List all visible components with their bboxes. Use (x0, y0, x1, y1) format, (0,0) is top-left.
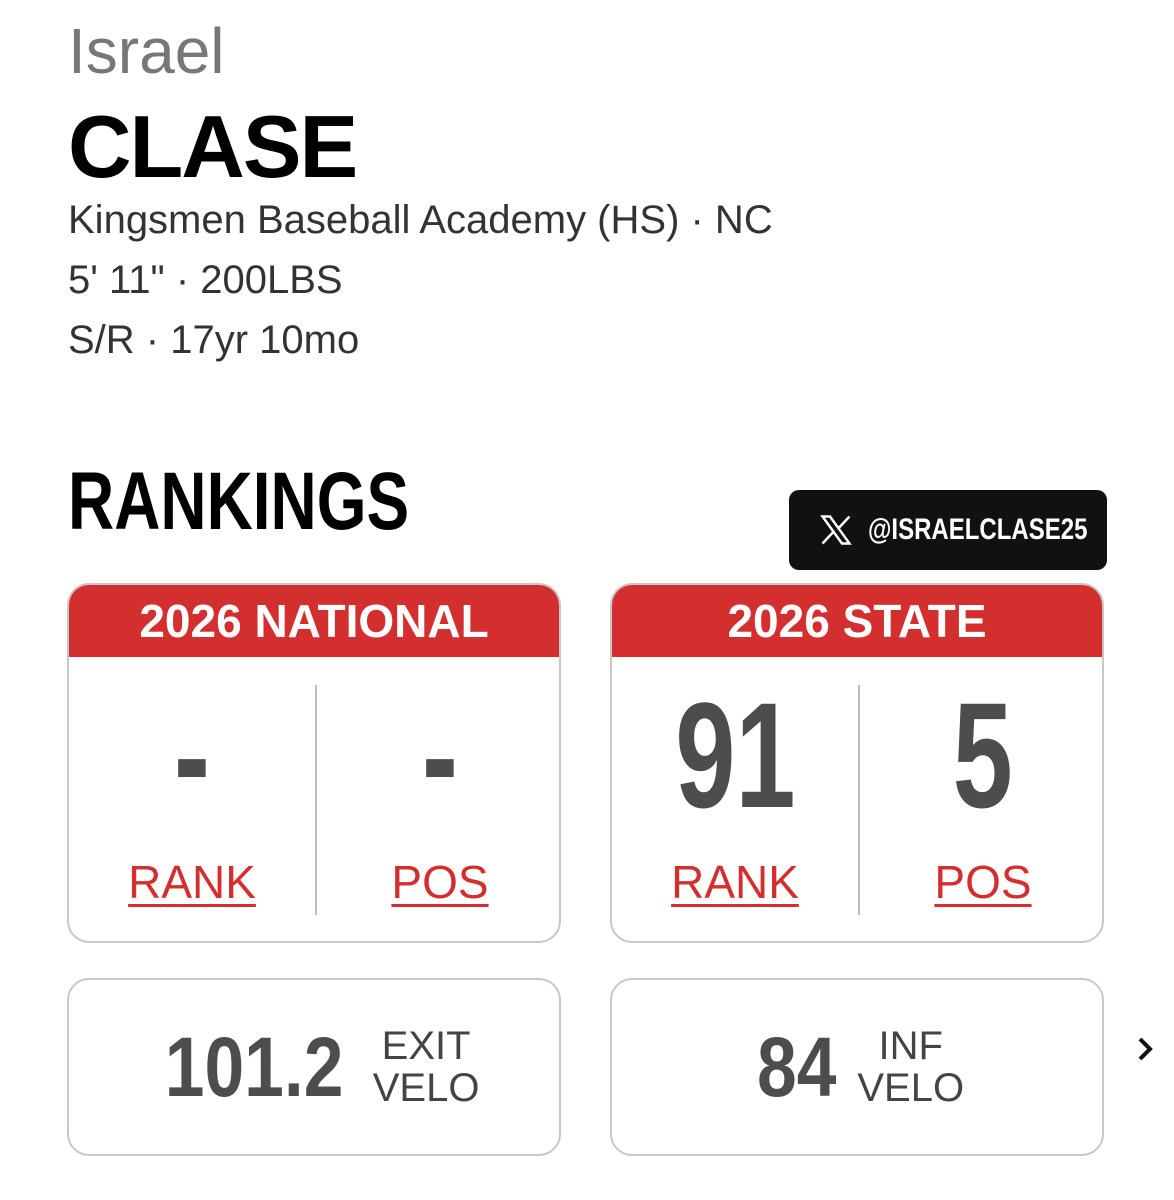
last-name: CLASE (68, 97, 358, 196)
school: Kingsmen Baseball Academy (HS) · NC (68, 198, 773, 242)
rank-card: 2026 NATIONAL - - RANK POS (67, 583, 561, 943)
rank-card: 2026 STATE 91 5 RANK POS (610, 583, 1104, 943)
stat-label: INF VELO (857, 1025, 964, 1109)
pos-value: 5 (860, 671, 1102, 839)
rank-value: 91 (612, 680, 858, 830)
stat-card: 84 INF VELO (610, 978, 1104, 1156)
next-arrow[interactable] (1132, 1034, 1158, 1064)
pos-link[interactable]: POS (391, 856, 489, 908)
details: S/R · 17yr 10mo (68, 318, 360, 362)
first-name: Israel (68, 15, 225, 87)
rank-link[interactable]: RANK (671, 856, 799, 908)
pos-value: - (317, 671, 559, 839)
rank-value-text: 91 (674, 671, 796, 839)
divider (858, 685, 860, 915)
rankings-title-text: RANKINGS (68, 456, 410, 547)
stat-value: 84 (756, 1019, 837, 1114)
stat-label-line: VELO (857, 1066, 965, 1110)
stat-label: EXIT VELO (373, 1025, 480, 1109)
size: 5' 11" · 200LBS (68, 258, 343, 302)
pos-value-text: - (422, 671, 458, 839)
card-title: 2026 NATIONAL (69, 585, 559, 657)
stat-value: 101.2 (164, 1019, 343, 1114)
stat-label-line: INF (878, 1024, 943, 1068)
divider (315, 685, 317, 915)
social-handle: @ISRAELCLASE25 (868, 513, 1088, 546)
stat-card: 101.2 EXIT VELO (67, 978, 561, 1156)
rank-value: - (69, 680, 315, 830)
stat-label-line: EXIT (381, 1024, 471, 1068)
pos-value-text: 5 (952, 671, 1014, 839)
social-badge[interactable]: @ISRAELCLASE25 (789, 490, 1107, 570)
rank-value-text: - (174, 671, 210, 839)
x-logo (820, 515, 852, 545)
rankings-title: RANKINGS (68, 455, 505, 549)
card-title: 2026 STATE (612, 585, 1102, 657)
stat-label-line: VELO (372, 1066, 480, 1110)
pos-link[interactable]: POS (934, 856, 1032, 908)
rank-link[interactable]: RANK (128, 856, 256, 908)
